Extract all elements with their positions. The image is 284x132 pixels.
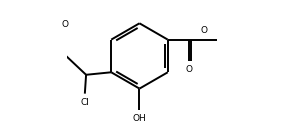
- Text: O: O: [186, 65, 193, 74]
- Text: Cl: Cl: [80, 98, 89, 107]
- Text: O: O: [201, 26, 208, 35]
- Text: OH: OH: [133, 114, 146, 123]
- Text: O: O: [61, 20, 68, 29]
